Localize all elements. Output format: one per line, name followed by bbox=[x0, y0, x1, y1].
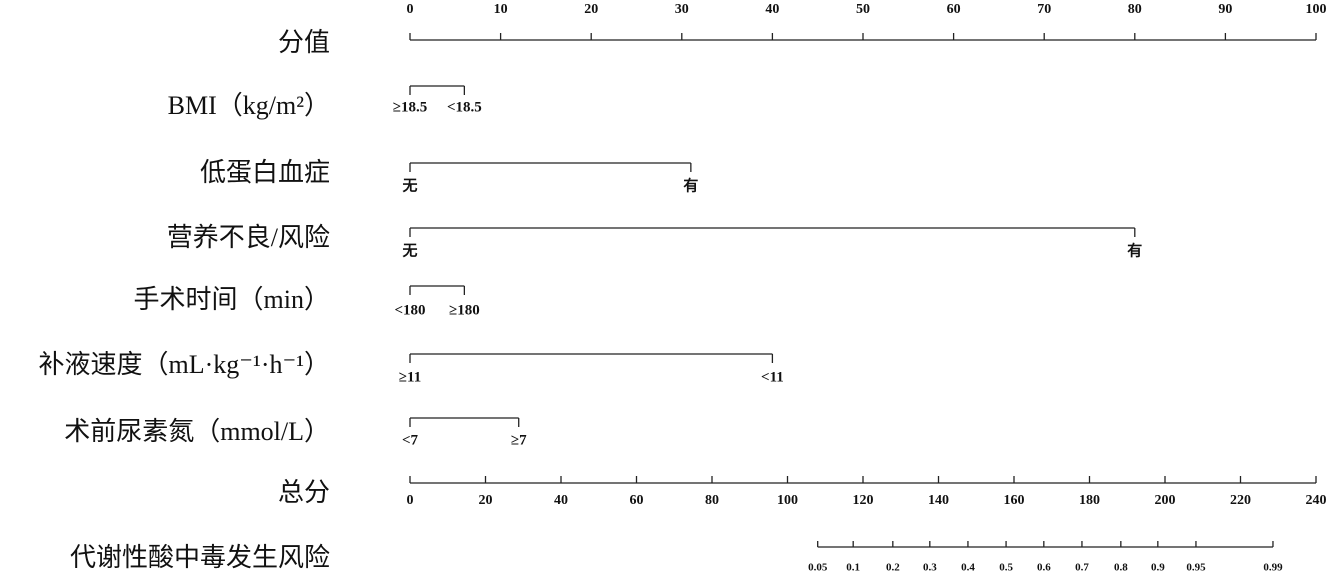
row-label: 分值 bbox=[278, 28, 330, 57]
level-label: <18.5 bbox=[447, 99, 482, 115]
level-label: 有 bbox=[683, 176, 698, 194]
tick-label: 0 bbox=[407, 493, 414, 508]
level-label: ≥180 bbox=[449, 302, 480, 318]
tick-label: 100 bbox=[777, 493, 798, 508]
level-label: ≥11 bbox=[399, 369, 421, 385]
tick-label: 0.6 bbox=[1037, 562, 1051, 574]
tick-label: 0.5 bbox=[999, 562, 1013, 574]
tick-label: 0.99 bbox=[1263, 562, 1283, 574]
level-label: 无 bbox=[401, 242, 417, 259]
tick-label: 0.9 bbox=[1151, 562, 1165, 574]
level-label: ≥7 bbox=[511, 432, 527, 448]
level-label: ≥18.5 bbox=[393, 99, 427, 115]
level-label: <180 bbox=[394, 302, 425, 318]
row-label: 总分 bbox=[278, 478, 330, 507]
tick-label: 200 bbox=[1155, 493, 1176, 508]
tick-label: 0.7 bbox=[1075, 562, 1089, 574]
row-label: 营养不良/风险 bbox=[167, 223, 330, 252]
tick-label: 80 bbox=[705, 493, 719, 508]
level-label: 无 bbox=[401, 177, 417, 194]
tick-label: 0.05 bbox=[808, 562, 828, 574]
row-label: BMI（kg/m²） bbox=[168, 91, 330, 120]
tick-label: 240 bbox=[1306, 493, 1327, 508]
tick-label: 0.8 bbox=[1114, 562, 1128, 574]
tick-label: 90 bbox=[1218, 2, 1232, 17]
tick-label: 80 bbox=[1128, 2, 1142, 17]
tick-label: 60 bbox=[947, 2, 961, 17]
level-label: <7 bbox=[402, 432, 419, 448]
row-label: 低蛋白血症 bbox=[200, 158, 330, 187]
row-label: 补液速度（mL·kg⁻¹·h⁻¹） bbox=[39, 350, 330, 379]
tick-label: 0.95 bbox=[1186, 562, 1206, 574]
row-label: 手术时间（min） bbox=[134, 285, 330, 314]
tick-label: 60 bbox=[630, 493, 644, 508]
tick-label: 0.1 bbox=[846, 562, 860, 574]
row-label: 代谢性酸中毒发生风险 bbox=[70, 543, 330, 572]
level-label: 有 bbox=[1127, 241, 1142, 259]
tick-label: 30 bbox=[675, 2, 689, 17]
tick-label: 20 bbox=[479, 493, 493, 508]
tick-label: 160 bbox=[1004, 493, 1025, 508]
tick-label: 40 bbox=[554, 493, 568, 508]
tick-label: 0.4 bbox=[961, 562, 975, 574]
tick-label: 120 bbox=[853, 493, 874, 508]
tick-label: 70 bbox=[1037, 2, 1051, 17]
tick-label: 100 bbox=[1306, 2, 1327, 17]
tick-label: 0.3 bbox=[923, 562, 937, 574]
tick-label: 0.2 bbox=[886, 562, 900, 574]
tick-label: 50 bbox=[856, 2, 870, 17]
tick-label: 10 bbox=[494, 2, 508, 17]
level-label: <11 bbox=[761, 369, 784, 385]
tick-label: 20 bbox=[584, 2, 598, 17]
tick-label: 40 bbox=[765, 2, 779, 17]
tick-label: 180 bbox=[1079, 493, 1100, 508]
row-label: 术前尿素氮（mmol/L） bbox=[64, 417, 330, 446]
tick-label: 220 bbox=[1230, 493, 1251, 508]
tick-label: 0 bbox=[407, 2, 414, 17]
tick-label: 140 bbox=[928, 493, 949, 508]
